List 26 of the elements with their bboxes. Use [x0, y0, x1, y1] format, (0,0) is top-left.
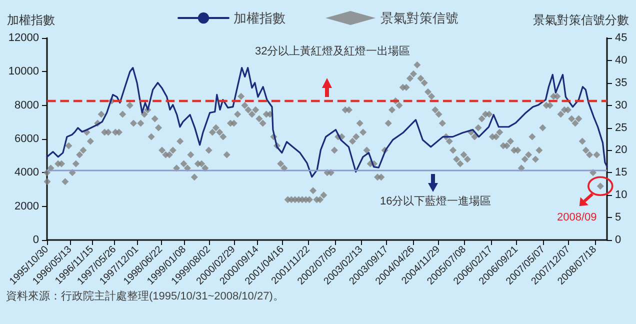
- y2-tick-label: 35: [615, 76, 628, 89]
- y-tick-label: 10000: [8, 66, 39, 78]
- y2-tick-label: 30: [615, 99, 628, 112]
- annotation: 32分以上黃紅燈及紅燈一出場區: [255, 44, 410, 58]
- annotation: 2008/09: [557, 212, 597, 224]
- y-tick-label: 2000: [14, 200, 39, 212]
- y2-tick-label: 20: [615, 144, 628, 156]
- y2-tick-label: 10: [615, 189, 628, 202]
- y-tick-label: 0: [32, 234, 39, 246]
- legend-label: 景氣對策信號: [380, 10, 458, 26]
- y2-tick-label: 25: [615, 122, 628, 134]
- y-tick-label: 6000: [14, 133, 39, 145]
- y-tick-label: 12000: [8, 32, 39, 44]
- y2-tick-label: 0: [615, 234, 622, 246]
- y2-tick-label: 15: [615, 166, 628, 179]
- y-tick-label: 4000: [14, 166, 39, 179]
- y2-tick-label: 5: [615, 212, 622, 224]
- y-axis-title: 加權指數: [7, 13, 55, 27]
- annotation: 16分以下藍燈一進場區: [380, 194, 492, 208]
- y2-tick-label: 40: [615, 54, 628, 66]
- legend-label: 加權指數: [234, 10, 286, 26]
- y-tick-label: 8000: [14, 99, 39, 112]
- y2-tick-label: 45: [615, 32, 628, 44]
- line-series: [46, 66, 608, 178]
- source-note: 資料來源：行政院主計處整理(1995/10/31~2008/10/27)。: [6, 290, 284, 302]
- y2-axis-title: 景氣對策信號分數: [533, 13, 629, 27]
